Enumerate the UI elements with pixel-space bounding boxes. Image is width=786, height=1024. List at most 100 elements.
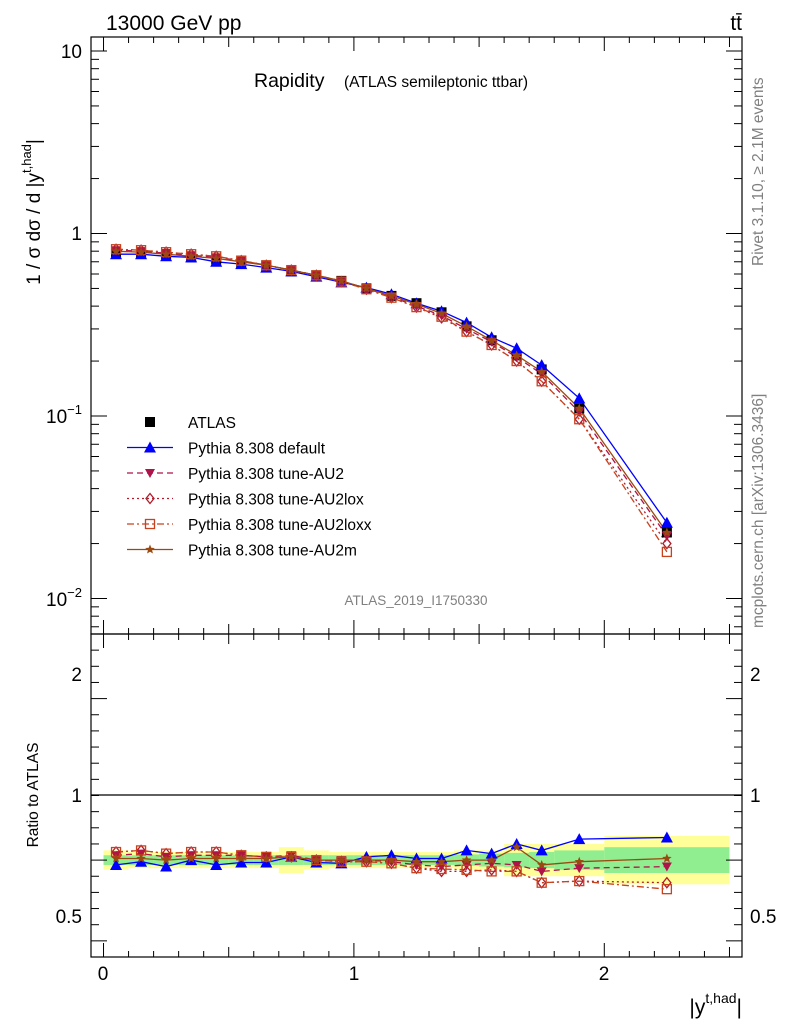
ytick-label-0.1: 10−1 (46, 402, 82, 428)
point-pythia-8-308-tune-au2m (411, 299, 422, 309)
ratio-panel: 2 1 0.5 2 1 0.5 Ratio to ATLAS 0 1 2 |yt… (25, 633, 776, 1019)
ratio-ytick-right-0.5: 0.5 (750, 907, 776, 928)
ratio-point-pythia-8-308-tune-au2m (386, 855, 397, 865)
ratio-point-pythia-8-308-tune-au2m (662, 853, 672, 863)
point-pythia-8-308-tune-au2m (574, 403, 585, 413)
point-pythia-8-308-tune-au2lox (662, 537, 672, 550)
ratio-point-pythia-8-308-tune-au2m (286, 851, 297, 861)
point-pythia-8-308-tune-au2 (536, 369, 547, 379)
main-panel: Rapidity (ATLAS semileptonic ttbar) ATLA… (19, 36, 743, 635)
ratio-point-pythia-8-308-tune-au2m (361, 855, 372, 865)
legend-label-pythia-8-308-default: Pythia 8.308 default (188, 441, 326, 458)
main-axis-ticks (91, 37, 742, 634)
ratio-series-markers (110, 831, 673, 895)
point-pythia-8-308-tune-au2m (286, 265, 297, 275)
point-pythia-8-308-tune-au2m (111, 246, 121, 256)
ratio-point-pythia-8-308-tune-au2 (536, 867, 547, 877)
ratio-point-pythia-8-308-default (660, 831, 673, 843)
point-pythia-8-308-tune-au2loxx (211, 251, 222, 262)
point-pythia-8-308-tune-au2m (136, 247, 146, 257)
ratio-point-pythia-8-308-tune-au2lox (486, 863, 497, 876)
point-pythia-8-308-tune-au2m (186, 251, 196, 261)
ratio-point-pythia-8-308-default (135, 855, 148, 867)
legend-label-pythia-8-308-tune-au2loxx: Pythia 8.308 tune-AU2loxx (188, 517, 372, 534)
ratio-point-pythia-8-308-tune-au2m (574, 856, 585, 866)
point-pythia-8-308-tune-au2loxx (110, 244, 122, 255)
ratio-point-pythia-8-308-tune-au2m (411, 856, 422, 866)
ratio-point-pythia-8-308-tune-au2m (261, 853, 272, 863)
point-pythia-8-308-tune-au2m (486, 335, 497, 345)
ratio-point-pythia-8-308-default (535, 844, 548, 856)
header-energy-label: 13000 GeV pp (106, 12, 241, 35)
ratio-point-pythia-8-308-tune-au2m (311, 855, 322, 865)
ratio-point-pythia-8-308-tune-au2loxx (486, 866, 497, 877)
point-pythia-8-308-tune-au2m (261, 260, 272, 270)
ratio-point-pythia-8-308-tune-au2m (336, 855, 347, 865)
ratio-point-pythia-8-308-tune-au2m (511, 842, 522, 852)
ratio-point-pythia-8-308-tune-au2loxx (261, 851, 272, 863)
point-pythia-8-308-tune-au2 (574, 408, 585, 418)
ratio-point-pythia-8-308-default (110, 858, 123, 870)
main-series-markers (110, 243, 673, 558)
legend-marker-pythia-8-308-default (144, 441, 156, 453)
ratio-point-pythia-8-308-tune-au2m (111, 853, 121, 863)
ratio-point-pythia-8-308-tune-au2loxx (661, 884, 673, 895)
point-pythia-8-308-default (660, 516, 673, 528)
legend-marker-pythia-8-308-tune-au2m (145, 544, 155, 554)
point-pythia-8-308-tune-au2loxx (536, 376, 547, 387)
ratio-point-pythia-8-308-default (210, 858, 223, 870)
ratio-point-pythia-8-308-tune-au2loxx (574, 875, 585, 887)
ratio-point-pythia-8-308-tune-au2m (486, 855, 497, 865)
ratio-point-pythia-8-308-tune-au2 (574, 864, 585, 874)
ratio-point-pythia-8-308-tune-au2m (461, 855, 472, 865)
point-pythia-8-308-tune-au2 (661, 532, 672, 542)
point-pythia-8-308-tune-au2m (311, 270, 322, 280)
legend-marker-atlas (145, 417, 155, 427)
ratio-point-pythia-8-308-default (235, 856, 248, 868)
point-pythia-8-308-tune-au2loxx (135, 245, 147, 256)
ratio-point-pythia-8-308-tune-au2m (136, 853, 146, 863)
point-pythia-8-308-tune-au2m (662, 527, 672, 537)
xtick-label-0: 0 (98, 964, 109, 985)
point-pythia-8-308-tune-au2m (511, 350, 522, 360)
legend-marker-pythia-8-308-tune-au2 (145, 469, 155, 478)
point-pythia-8-308-tune-au2loxx (186, 249, 197, 260)
xtick-label-1: 1 (349, 964, 360, 985)
analysis-watermark: ATLAS_2019_I1750330 (344, 593, 487, 608)
legend-label-pythia-8-308-tune-au2m: Pythia 8.308 tune-AU2m (188, 543, 357, 560)
ratio-point-pythia-8-308-tune-au2m (186, 853, 196, 863)
main-plot-title: Rapidity (254, 70, 325, 92)
point-pythia-8-308-tune-au2m (536, 366, 547, 376)
ratio-point-pythia-8-308-default (385, 849, 398, 861)
point-pythia-8-308-tune-au2lox (436, 311, 447, 324)
ratio-line-pythia-8-308-tune-au2m (116, 846, 667, 866)
ratio-ytick-label-1: 1 (71, 786, 82, 807)
ytick-label-0.01: 10−2 (46, 585, 82, 611)
ratio-point-pythia-8-308-tune-au2m (211, 853, 221, 863)
legend-label-atlas: ATLAS (188, 415, 236, 432)
rivet-version-label: Rivet 3.1.10, ≥ 2.1M events (750, 77, 767, 266)
ratio-point-pythia-8-308-tune-au2lox (662, 876, 672, 889)
legend-label-pythia-8-308-tune-au2: Pythia 8.308 tune-AU2 (188, 466, 344, 483)
xaxis-label: |yt,had| (689, 990, 742, 1019)
point-pythia-8-308-default (510, 342, 523, 354)
ratio-point-pythia-8-308-tune-au2m (236, 853, 246, 863)
ratio-ytick-label-0.5: 0.5 (56, 907, 82, 928)
legend-marker-pythia-8-308-tune-au2loxx (144, 518, 156, 530)
legend-marker-pythia-8-308-tune-au2lox (145, 492, 155, 505)
point-pythia-8-308-tune-au2m (236, 256, 246, 266)
legend: ATLAS Pythia 8.308 default Pythia 8.308 tu… (127, 415, 372, 560)
point-pythia-8-308-tune-au2 (436, 311, 447, 321)
ratio-point-pythia-8-308-default (573, 833, 586, 845)
ratio-point-pythia-8-308-tune-au2lox (461, 865, 472, 878)
ratio-axis-ticks (91, 634, 742, 957)
main-ylabel: 1 / σ dσ / d |yt,had| (19, 139, 45, 285)
ratio-point-pythia-8-308-tune-au2m (161, 855, 171, 865)
header-process-label: tt̄ (730, 12, 742, 35)
ratio-point-pythia-8-308-tune-au2m (536, 859, 547, 869)
ratio-point-pythia-8-308-tune-au2lox (436, 865, 447, 878)
point-pythia-8-308-tune-au2loxx (661, 546, 673, 558)
point-pythia-8-308-tune-au2m (211, 253, 221, 263)
ratio-point-pythia-8-308-default (160, 860, 173, 872)
ratio-stat-band (504, 852, 530, 868)
